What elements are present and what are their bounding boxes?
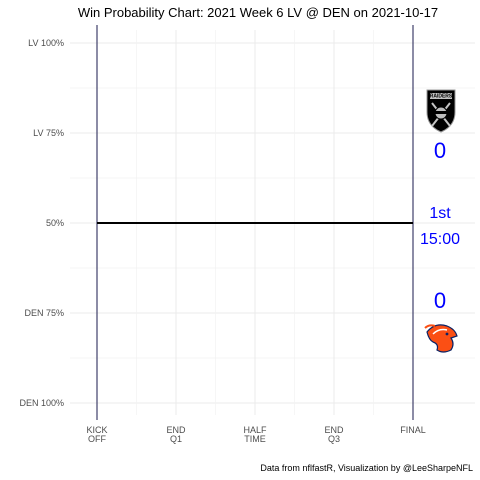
y-tick-label: 50% [46, 218, 64, 228]
y-tick-label: LV 75% [33, 128, 64, 138]
quarter-label: 1st [429, 205, 451, 222]
chart-title: Win Probability Chart: 2021 Week 6 LV @ … [78, 5, 438, 20]
home-score: 0 [434, 288, 446, 313]
x-tick-label-line2: Q1 [170, 434, 182, 444]
x-tick-label-line2: OFF [88, 434, 106, 444]
x-tick-label: HALF [243, 425, 267, 435]
y-tick-label: DEN 75% [24, 308, 64, 318]
x-tick-label: FINAL [400, 425, 426, 435]
y-tick-label: LV 100% [28, 38, 64, 48]
x-tick-label: END [166, 425, 186, 435]
broncos-logo-icon [424, 324, 458, 353]
game-clock: 15:00 [420, 231, 460, 248]
y-tick-labels: LV 100% LV 75% 50% DEN 75% DEN 100% [19, 38, 64, 408]
x-tick-label-line2: Q3 [328, 434, 340, 444]
y-tick-label: DEN 100% [19, 398, 64, 408]
chart-caption: Data from nflfastR, Visualization by @Le… [260, 463, 473, 473]
away-score: 0 [434, 138, 446, 163]
x-tick-label: END [324, 425, 344, 435]
x-tick-label-line2: TIME [244, 434, 266, 444]
raiders-logo-icon: RAIDERS [426, 89, 456, 133]
x-tick-label: KICK [86, 425, 107, 435]
raiders-logo-text: RAIDERS [430, 94, 453, 100]
